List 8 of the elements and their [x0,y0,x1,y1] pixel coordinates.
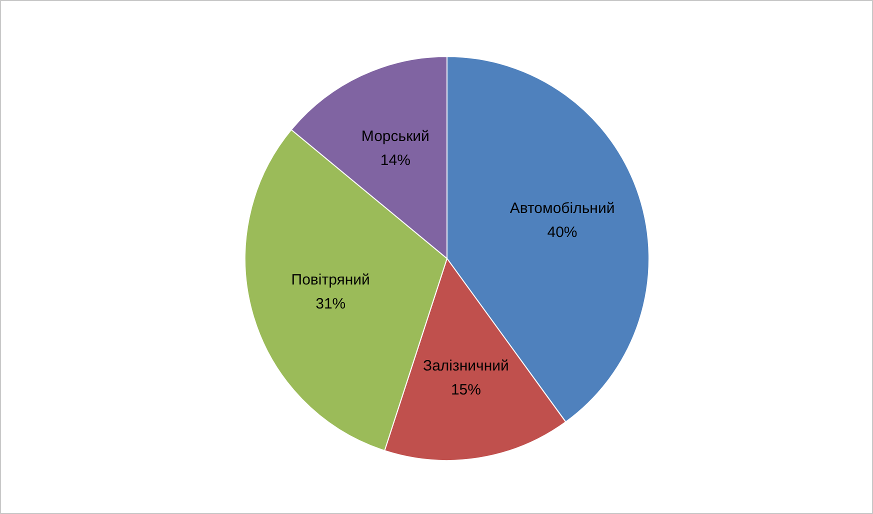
data-label: 31% [316,295,346,312]
slice-label: Автомобільний [510,200,615,218]
data-label: 40% [547,224,578,242]
slice-label: Залізничний [423,357,509,374]
slice-label: Морський [361,128,430,145]
slice-label: Повітряний [291,271,370,288]
data-label: 14% [380,152,410,169]
data-label: 15% [450,381,481,398]
